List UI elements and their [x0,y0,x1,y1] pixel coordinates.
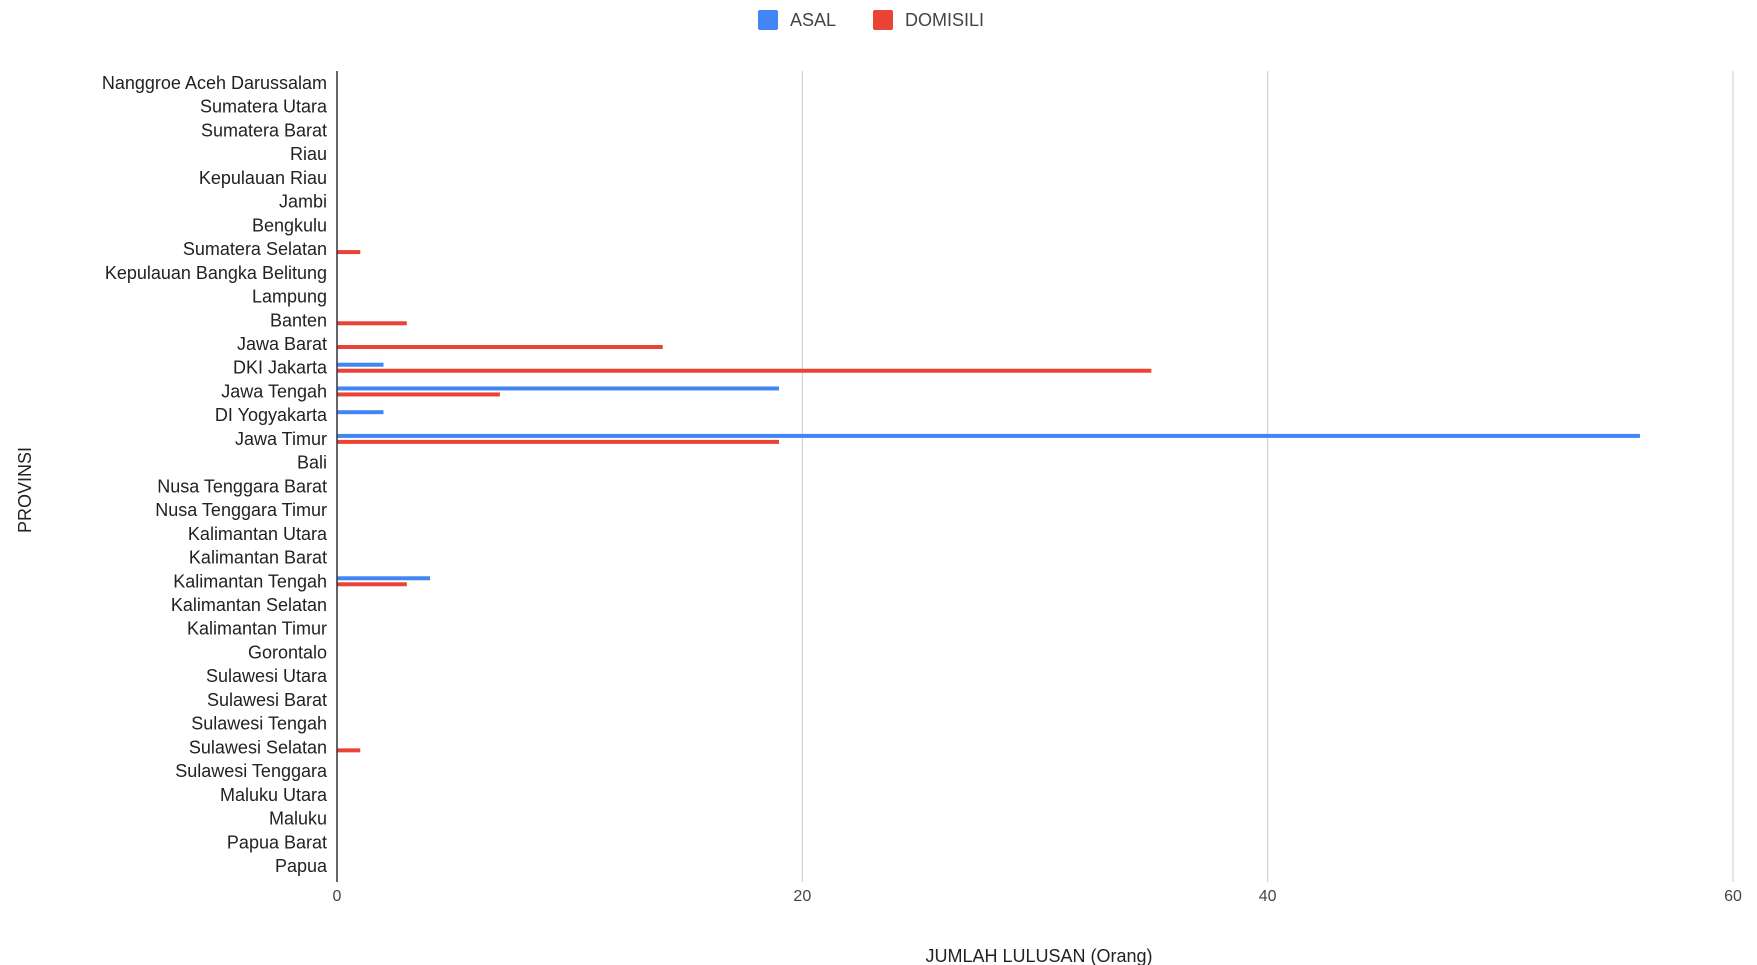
bar-domisili-sulawesi-selatan[interactable] [337,748,361,753]
category-label-lampung: Lampung [252,287,327,307]
category-label-dki-jakarta: DKI Jakarta [233,358,328,378]
category-label-nanggroe-aceh-darussalam: Nanggroe Aceh Darussalam [102,73,327,93]
category-label-papua-barat: Papua Barat [227,832,327,852]
category-label-kalimantan-tengah: Kalimantan Tengah [173,571,327,591]
bar-domisili-sumatera-selatan[interactable] [337,250,361,255]
category-label-jawa-timur: Jawa Timur [235,429,327,449]
y-axis-title: PROVINSI [15,447,35,533]
category-label-di-yogyakarta: DI Yogyakarta [215,405,328,425]
category-label-bengkulu: Bengkulu [252,215,327,235]
category-label-maluku: Maluku [269,809,327,829]
bar-domisili-jawa-timur[interactable] [337,439,780,444]
bar-asal-jawa-timur[interactable] [337,433,1640,438]
category-label-maluku-utara: Maluku Utara [220,785,328,805]
legend-swatch-domisili[interactable] [873,10,893,30]
category-label-kalimantan-barat: Kalimantan Barat [189,548,327,568]
bar-domisili-jawa-barat[interactable] [337,345,663,349]
legend-label-domisili[interactable]: DOMISILI [905,10,984,30]
category-label-kepulauan-riau: Kepulauan Riau [199,168,327,188]
category-label-jawa-barat: Jawa Barat [237,334,327,354]
category-label-kepulauan-bangka-belitung: Kepulauan Bangka Belitung [105,263,327,283]
category-label-kalimantan-selatan: Kalimantan Selatan [171,595,327,615]
bar-asal-dki-jakarta[interactable] [337,362,384,367]
category-label-nusa-tenggara-barat: Nusa Tenggara Barat [157,476,327,496]
bar-asal-jawa-tengah[interactable] [337,386,780,391]
category-label-jawa-tengah: Jawa Tengah [221,381,327,401]
legend-label-asal[interactable]: ASAL [790,10,836,30]
legend: ASAL DOMISILI [758,10,984,30]
category-label-sulawesi-barat: Sulawesi Barat [207,690,327,710]
x-tick-label-60: 60 [1724,888,1742,905]
category-label-sumatera-selatan: Sumatera Selatan [183,239,327,259]
category-label-papua: Papua [275,856,328,876]
category-label-sumatera-barat: Sumatera Barat [201,120,327,140]
x-tick-label-40: 40 [1259,888,1277,905]
x-tick-label-20: 20 [793,888,811,905]
x-tick-label-0: 0 [333,888,342,905]
category-label-jambi: Jambi [279,192,327,212]
bar-asal-kalimantan-tengah[interactable] [337,576,431,581]
x-tick-labels: 0 20 40 60 [333,888,1742,905]
bar-domisili-dki-jakarta[interactable] [337,368,1152,373]
bar-asal-di-yogyakarta[interactable] [337,410,384,415]
category-label-kalimantan-timur: Kalimantan Timur [187,619,327,639]
category-label-sulawesi-tengah: Sulawesi Tengah [191,714,327,734]
category-label-sulawesi-utara: Sulawesi Utara [206,666,328,686]
category-label-bali: Bali [297,453,327,473]
bars [337,250,1640,753]
bar-domisili-jawa-tengah[interactable] [337,392,500,397]
gridlines [801,71,1734,882]
category-label-banten: Banten [270,310,327,330]
x-axis-title: JUMLAH LULUSAN (Orang) [925,946,1152,965]
category-label-sulawesi-tenggara: Sulawesi Tenggara [175,761,328,781]
category-label-kalimantan-utara: Kalimantan Utara [188,524,328,544]
category-label-gorontalo: Gorontalo [248,642,327,662]
y-category-labels: Nanggroe Aceh Darussalam Sumatera Utara Su… [102,73,328,876]
category-label-sumatera-utara: Sumatera Utara [200,97,328,117]
category-label-riau: Riau [290,144,327,164]
bar-domisili-banten[interactable] [337,321,407,326]
category-label-sulawesi-selatan: Sulawesi Selatan [189,737,327,757]
bar-domisili-kalimantan-tengah[interactable] [337,582,407,587]
category-label-nusa-tenggara-timur: Nusa Tenggara Timur [155,500,327,520]
legend-swatch-asal[interactable] [758,10,778,30]
